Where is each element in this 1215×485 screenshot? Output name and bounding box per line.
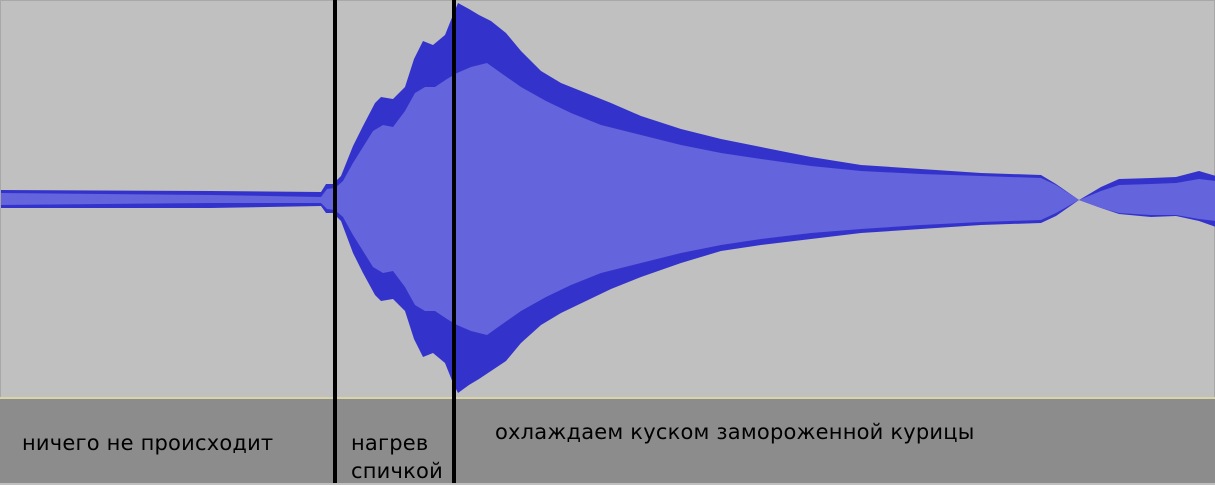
label-segment-nothing[interactable]: ничего не происходит [22,429,273,457]
label-segment-heating-line1[interactable]: нагрев [351,429,428,457]
region-marker-start-heating[interactable] [333,0,337,483]
region-marker-start-cooling[interactable] [452,0,456,483]
label-segment-cooling[interactable]: охлаждаем куском замороженной курицы [495,418,975,446]
waveform-graphic [1,1,1215,398]
waveform-track[interactable] [0,0,1215,397]
label-segment-heating-line2[interactable]: спичкой [351,457,443,485]
label-track[interactable]: ничего не происходит нагрев спичкой охла… [0,399,1215,483]
